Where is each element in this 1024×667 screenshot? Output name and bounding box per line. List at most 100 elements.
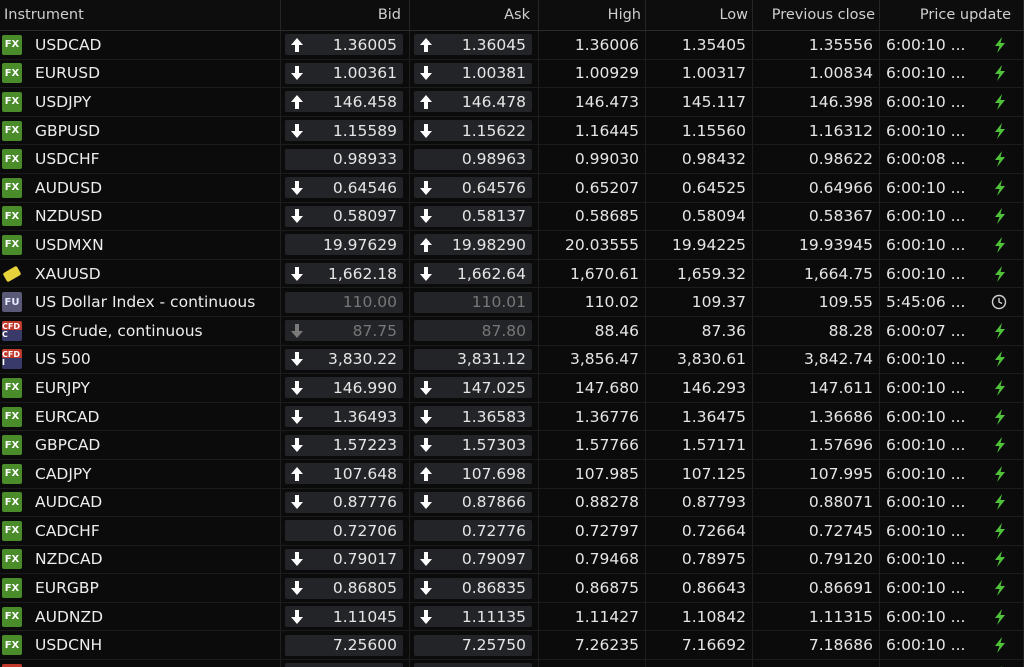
ask-cell[interactable]: 0.79097: [410, 545, 539, 574]
ask-cell[interactable]: 107.698: [410, 459, 539, 488]
bid-cell[interactable]: 0.72706: [281, 517, 410, 545]
table-row[interactable]: FX AUDNZD 1.11045 1.11135 1.11427 1.10842 1.11…: [0, 602, 1024, 632]
ask-cell[interactable]: 1.36045: [410, 31, 539, 59]
ask-cell[interactable]: [410, 660, 539, 667]
bid-cell[interactable]: 7.25600: [281, 631, 410, 660]
table-row[interactable]: FX USDCNH 7.25600 7.25750 7.26235 7.16692 7.18…: [0, 631, 1024, 661]
bid-cell[interactable]: 1.15589: [281, 116, 410, 145]
bid-cell[interactable]: 0.58097: [281, 202, 410, 231]
instrument-cell[interactable]: CFD I US 500: [0, 345, 281, 374]
instrument-cell[interactable]: FX USDMXN: [0, 231, 281, 259]
bid-cell[interactable]: 107.648: [281, 459, 410, 488]
ask-cell[interactable]: 87.80: [410, 316, 539, 345]
column-header-price-update[interactable]: Price update: [880, 0, 1024, 30]
instrument-cell[interactable]: FX CADJPY: [0, 459, 281, 488]
instrument-cell[interactable]: FX GBPCAD: [0, 431, 281, 459]
ask-cell[interactable]: 0.64576: [410, 173, 539, 202]
table-row[interactable]: FX NZDCAD 0.79017 0.79097 0.79468 0.78975 0.79…: [0, 545, 1024, 575]
bid-cell[interactable]: 1.36493: [281, 402, 410, 431]
instrument-cell[interactable]: FX USDCNH: [0, 631, 281, 660]
table-row[interactable]: FX USDCHF 0.98933 0.98963 0.99030 0.98432 0.98…: [0, 145, 1024, 174]
bid-cell[interactable]: 19.97629: [281, 231, 410, 259]
bid-cell[interactable]: 146.458: [281, 88, 410, 116]
bid-cell[interactable]: 146.990: [281, 374, 410, 402]
ask-cell[interactable]: 1.00381: [410, 59, 539, 88]
bid-cell[interactable]: 0.87776: [281, 488, 410, 517]
instrument-cell[interactable]: FX NZDCAD: [0, 545, 281, 574]
bid-cell[interactable]: 0.86805: [281, 574, 410, 602]
bid-cell[interactable]: 1.11045: [281, 602, 410, 631]
instrument-cell[interactable]: FX NZDUSD: [0, 202, 281, 231]
ask-cell[interactable]: 0.87866: [410, 488, 539, 517]
table-row[interactable]: FX AUDUSD 0.64546 0.64576 0.65207 0.64525 0.64…: [0, 173, 1024, 203]
bid-cell[interactable]: 1.57223: [281, 431, 410, 459]
table-row[interactable]: FX USDJPY 146.458 146.478 146.473 145.117 146.…: [0, 88, 1024, 117]
table-row[interactable]: FX GBPCAD 1.57223 1.57303 1.57766 1.57171 1.57…: [0, 431, 1024, 460]
column-header-instrument[interactable]: Instrument: [0, 0, 281, 30]
column-header-bid[interactable]: Bid: [281, 0, 410, 30]
table-row[interactable]: FX EURUSD 1.00361 1.00381 1.00929 1.00317 1.00…: [0, 59, 1024, 89]
bid-cell[interactable]: 1.00361: [281, 59, 410, 88]
instrument-cell[interactable]: FX EURGBP: [0, 574, 281, 602]
table-row[interactable]: FX EURGBP 0.86805 0.86835 0.86875 0.86643 0.86…: [0, 574, 1024, 603]
bid-cell[interactable]: 87.75: [281, 316, 410, 345]
table-row[interactable]: FX NZDUSD 0.58097 0.58137 0.58685 0.58094 0.58…: [0, 202, 1024, 232]
table-row[interactable]: FX EURCAD 1.36493 1.36583 1.36776 1.36475 1.36…: [0, 402, 1024, 432]
bid-cell[interactable]: 1,662.18: [281, 259, 410, 288]
column-header-ask[interactable]: Ask: [410, 0, 539, 30]
instrument-cell[interactable]: FX CADCHF: [0, 517, 281, 545]
ask-cell[interactable]: 1.11135: [410, 602, 539, 631]
ask-cell[interactable]: 1.15622: [410, 116, 539, 145]
instrument-cell[interactable]: FX EURCAD: [0, 402, 281, 431]
table-row[interactable]: CFD UK 100: [0, 660, 1024, 667]
ask-cell[interactable]: 3,831.12: [410, 345, 539, 374]
price-update-time: 6:00:10 ...: [886, 207, 966, 226]
bid-cell[interactable]: [281, 660, 410, 667]
instrument-cell[interactable]: FX EURUSD: [0, 59, 281, 88]
instrument-cell[interactable]: FU US Dollar Index - continuous: [0, 288, 281, 316]
ask-cell[interactable]: 19.98290: [410, 231, 539, 259]
table-row[interactable]: FX AUDCAD 0.87776 0.87866 0.88278 0.87793 0.88…: [0, 488, 1024, 518]
instrument-cell[interactable]: FX USDCAD: [0, 31, 281, 59]
table-row[interactable]: XAUUSD 1,662.18 1,662.64 1,670.61 1,659.32 1,…: [0, 259, 1024, 289]
ask-cell[interactable]: 146.478: [410, 88, 539, 116]
ask-cell[interactable]: 1.36583: [410, 402, 539, 431]
ask-cell[interactable]: 0.98963: [410, 145, 539, 173]
table-row[interactable]: FX CADCHF 0.72706 0.72776 0.72797 0.72664 0.72…: [0, 517, 1024, 546]
instrument-cell[interactable]: FX EURJPY: [0, 374, 281, 402]
column-header-previous-close[interactable]: Previous close: [753, 0, 880, 30]
instrument-cell[interactable]: FX USDCHF: [0, 145, 281, 173]
instrument-cell[interactable]: FX USDJPY: [0, 88, 281, 116]
bid-cell[interactable]: 1.36005: [281, 31, 410, 59]
ask-cell[interactable]: 147.025: [410, 374, 539, 402]
instrument-cell[interactable]: CFD C US Crude, continuous: [0, 316, 281, 345]
bid-cell[interactable]: 110.00: [281, 288, 410, 316]
bid-cell[interactable]: 0.64546: [281, 173, 410, 202]
instrument-cell[interactable]: XAUUSD: [0, 259, 281, 288]
ask-cell[interactable]: 0.86835: [410, 574, 539, 602]
instrument-cell[interactable]: FX AUDNZD: [0, 602, 281, 631]
ask-cell[interactable]: 0.72776: [410, 517, 539, 545]
ask-cell[interactable]: 1,662.64: [410, 259, 539, 288]
ask-cell[interactable]: 0.58137: [410, 202, 539, 231]
table-row[interactable]: FX USDMXN 19.97629 19.98290 20.03555 19.94225…: [0, 231, 1024, 260]
ask-cell[interactable]: 110.01: [410, 288, 539, 316]
bid-cell[interactable]: 0.79017: [281, 545, 410, 574]
table-row[interactable]: FX EURJPY 146.990 147.025 147.680 146.293 147.…: [0, 374, 1024, 403]
table-row[interactable]: FX GBPUSD 1.15589 1.15622 1.16445 1.15560 1.16…: [0, 116, 1024, 146]
table-row[interactable]: CFD I US 500 3,830.22 3,831.12 3,856.47 3,830…: [0, 345, 1024, 375]
table-row[interactable]: CFD C US Crude, continuous 87.75 87.80 88.46…: [0, 316, 1024, 346]
instrument-cell[interactable]: FX GBPUSD: [0, 116, 281, 145]
instrument-cell[interactable]: FX AUDUSD: [0, 173, 281, 202]
instrument-cell[interactable]: CFD UK 100: [0, 660, 281, 667]
ask-cell[interactable]: 7.25750: [410, 631, 539, 660]
bid-cell[interactable]: 0.98933: [281, 145, 410, 173]
table-row[interactable]: FU US Dollar Index - continuous 110.00 110.…: [0, 288, 1024, 317]
instrument-cell[interactable]: FX AUDCAD: [0, 488, 281, 517]
column-header-high[interactable]: High: [539, 0, 646, 30]
column-header-low[interactable]: Low: [646, 0, 753, 30]
bid-cell[interactable]: 3,830.22: [281, 345, 410, 374]
table-row[interactable]: FX CADJPY 107.648 107.698 107.985 107.125 107.…: [0, 459, 1024, 489]
table-row[interactable]: FX USDCAD 1.36005 1.36045 1.36006 1.35405 1.35…: [0, 31, 1024, 60]
ask-cell[interactable]: 1.57303: [410, 431, 539, 459]
